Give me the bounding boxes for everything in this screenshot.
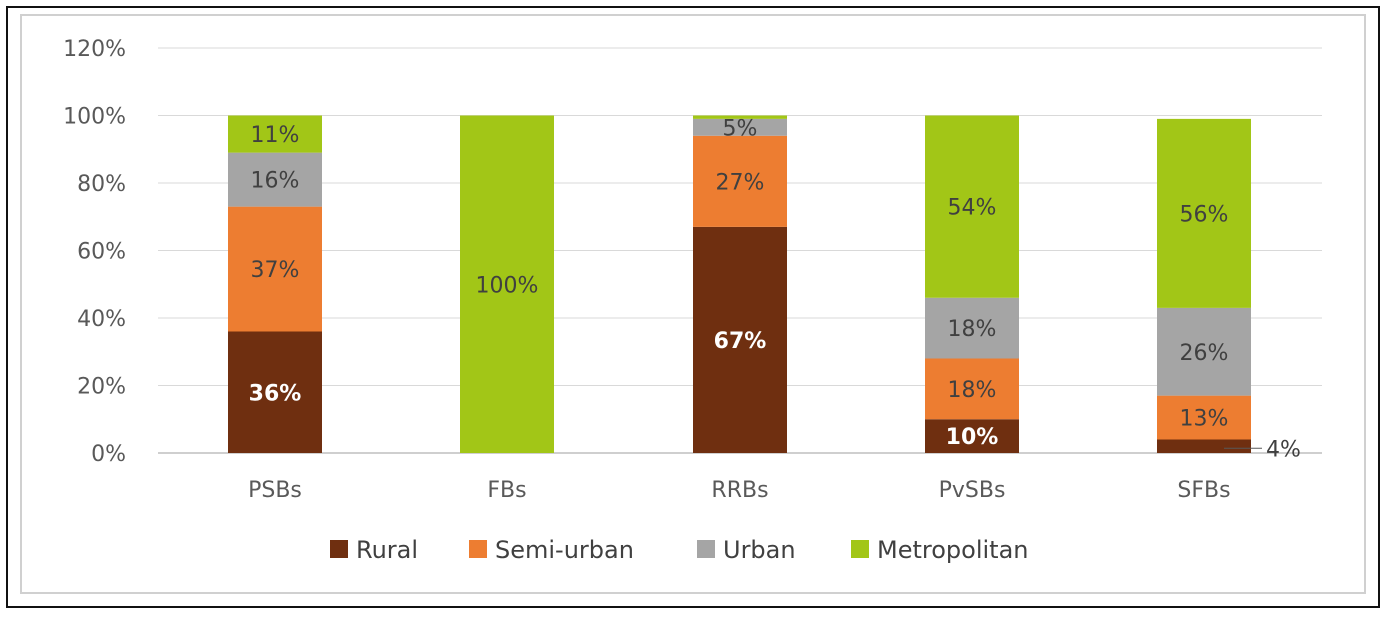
data-label: 54%: [948, 196, 997, 221]
x-category-label: PvSBs: [939, 478, 1006, 503]
data-label: 11%: [251, 123, 300, 148]
bar-segment-rural: [925, 419, 1019, 453]
legend-swatch-rural: [330, 540, 348, 558]
bar-segment-semi-urban: [228, 206, 322, 332]
y-tick-label: 120%: [63, 37, 126, 62]
legend: Rural Semi-urban Urban Metropolitan: [330, 536, 1029, 564]
bar-segment-metropolitan: [228, 115, 322, 153]
data-label: 5%: [723, 116, 758, 141]
y-tick-label: 80%: [77, 172, 126, 197]
bar-segment-metropolitan: [925, 115, 1019, 298]
bar-segment-urban: [228, 152, 322, 207]
bar-segment-rural: [1157, 439, 1251, 453]
data-label: 56%: [1180, 202, 1229, 227]
bar-segment-metropolitan: [1157, 118, 1251, 308]
bar-segment-semi-urban: [693, 135, 787, 227]
legend-label: Rural: [356, 536, 418, 564]
data-label: 18%: [948, 317, 997, 342]
x-category-label: SFBs: [1177, 478, 1230, 503]
bar-segment-urban: [693, 118, 787, 136]
data-label: 10%: [946, 425, 999, 450]
data-label: 27%: [716, 170, 765, 195]
data-label: 100%: [476, 273, 539, 298]
x-category-label: PSBs: [248, 478, 302, 503]
legend-swatch-metropolitan: [851, 540, 869, 558]
bar-segment-rural: [228, 331, 322, 453]
data-label: 36%: [249, 381, 302, 406]
bar-segment-urban: [1157, 307, 1251, 396]
legend-swatch-urban: [697, 540, 715, 558]
legend-swatch-semi-urban: [469, 540, 487, 558]
y-tick-label: 60%: [77, 240, 126, 265]
x-axis: PSBs FBs RRBs PvSBs SFBs: [248, 478, 1230, 503]
y-tick-label: 100%: [63, 105, 126, 130]
data-label: 13%: [1180, 407, 1229, 432]
data-label: 4%: [1266, 437, 1301, 462]
legend-label: Metropolitan: [877, 536, 1029, 564]
bar-segment-semi-urban: [925, 358, 1019, 420]
chart-area-border: [20, 14, 1366, 594]
bar-segment-rural: [693, 226, 787, 453]
bar-segment-metropolitan: [460, 115, 554, 453]
legend-label: Urban: [723, 536, 796, 564]
data-label: 26%: [1180, 341, 1229, 366]
data-label: 18%: [948, 378, 997, 403]
x-category-label: RRBs: [711, 478, 768, 503]
data-label: 67%: [714, 329, 767, 354]
bar-segment-urban: [925, 297, 1019, 359]
bars: 36% 37% 16% 11% 100% 67% 27% 5% 10% 18% 18% 54% 4% 13…: [228, 115, 1301, 462]
y-tick-label: 0%: [91, 442, 126, 467]
y-tick-label: 20%: [77, 375, 126, 400]
y-tick-label: 40%: [77, 307, 126, 332]
legend-label: Semi-urban: [495, 536, 634, 564]
bar-segment-semi-urban: [1157, 395, 1251, 440]
y-axis: 0% 20% 40% 60% 80% 100% 120%: [63, 37, 126, 467]
x-category-label: FBs: [487, 478, 526, 503]
data-label: 37%: [251, 258, 300, 283]
data-label: 16%: [251, 169, 300, 194]
bar-segment-metropolitan: [693, 115, 787, 119]
chart-outer-border: [6, 6, 1380, 608]
